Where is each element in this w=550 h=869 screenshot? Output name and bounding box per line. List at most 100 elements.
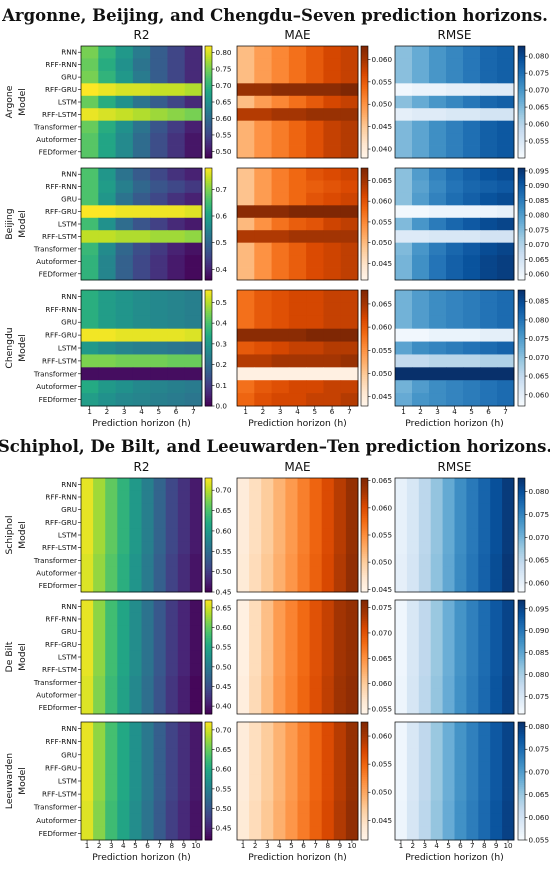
colorbar-step <box>205 632 212 635</box>
colorbar-step <box>205 303 212 306</box>
colorbar-step <box>361 402 368 405</box>
colorbar-tick-label: 0.055 <box>372 217 393 226</box>
heatmap-cell <box>333 761 347 775</box>
colorbar-step <box>361 769 368 772</box>
heatmap-cell <box>395 826 408 841</box>
colorbar-step <box>205 611 212 614</box>
colorbar-step <box>205 603 212 607</box>
colorbar-step <box>205 225 212 229</box>
heatmap-cell <box>132 302 151 317</box>
heatmap-cell <box>429 192 447 206</box>
heatmap-cell <box>454 554 467 568</box>
heatmap-cell <box>285 566 298 580</box>
heatmap-cell <box>478 663 491 677</box>
colorbar-step <box>361 199 368 203</box>
heatmap-cell <box>490 516 503 530</box>
heatmap-cell <box>429 341 447 355</box>
colorbar-tick-label: 0.55 <box>216 547 232 556</box>
heatmap-cell <box>132 192 151 206</box>
heatmap-cell <box>165 490 179 504</box>
x-tick-label: 4 <box>121 841 126 850</box>
heatmap-cell <box>345 478 359 492</box>
colorbar-step <box>361 107 368 110</box>
heatmap-cell <box>454 528 467 542</box>
colorbar-step <box>361 722 368 725</box>
colorbar-step <box>205 533 212 536</box>
heatmap-cell <box>184 70 203 84</box>
colorbar-step <box>361 74 368 77</box>
colorbar-step <box>205 182 212 186</box>
heatmap-cell <box>132 95 151 109</box>
heatmap-cell <box>430 688 443 702</box>
heatmap-cell <box>153 663 167 677</box>
heatmap-cell <box>446 367 464 381</box>
heatmap-cell <box>297 735 310 749</box>
colorbar-step <box>518 384 525 388</box>
heatmap-cell <box>430 600 443 614</box>
colorbar-step <box>518 666 525 669</box>
colorbar-step <box>518 135 525 138</box>
heatmap-cell <box>429 46 447 59</box>
heatmap-cell <box>273 638 286 652</box>
colorbar-step <box>518 733 525 737</box>
heatmap-cell <box>395 267 413 281</box>
heatmap-cell <box>480 95 498 109</box>
colorbar-step <box>205 822 212 825</box>
heatmap-cell <box>237 230 255 244</box>
colorbar-tick-label: 0.050 <box>372 100 393 109</box>
colorbar-step <box>205 278 212 281</box>
colorbar-step <box>205 105 212 109</box>
colorbar-tick-label: 0.060 <box>529 120 550 129</box>
heatmap-cell <box>430 516 443 530</box>
heatmap-cell <box>117 579 130 593</box>
x-tick-label: 7 <box>470 841 475 850</box>
colorbar-step <box>518 319 525 322</box>
colorbar-step <box>205 517 212 521</box>
x-tick-label: 6 <box>174 407 179 416</box>
heatmap-cell <box>463 58 481 72</box>
colorbar-step <box>361 788 368 792</box>
colorbar-frame <box>204 289 213 407</box>
heatmap-cell <box>463 255 481 268</box>
heatmap-cell <box>446 217 464 231</box>
heatmap-cell <box>167 168 186 181</box>
colorbar-step <box>518 59 525 62</box>
colorbar-step <box>518 184 525 188</box>
colorbar-step <box>361 741 368 745</box>
heatmap-cell <box>297 761 310 775</box>
heatmap-cell <box>153 735 167 749</box>
heatmap-cell <box>105 748 118 762</box>
heatmap-cell <box>333 516 347 530</box>
heatmap-cell <box>273 735 286 749</box>
heatmap-cell <box>333 688 347 702</box>
heatmap-cell <box>81 341 99 355</box>
heatmap-cell <box>502 625 515 639</box>
colorbar-step <box>361 205 368 208</box>
heatmap-cell <box>93 800 106 815</box>
heatmap-cell <box>237 83 255 97</box>
heatmap-cell <box>490 826 503 841</box>
heatmap-cell <box>395 168 413 181</box>
colorbar-tick-label: 0.60 <box>216 623 232 632</box>
heatmap-cell <box>502 735 515 749</box>
colorbar-step <box>518 806 525 810</box>
colorbar-step <box>205 638 212 641</box>
colorbar-step <box>361 666 368 669</box>
heatmap-cell <box>254 393 272 407</box>
heatmap-cell <box>454 701 467 715</box>
colorbar-step <box>361 334 368 337</box>
heatmap-cell <box>261 625 274 639</box>
colorbar-step <box>361 700 368 704</box>
y-tick-label: Transformer <box>33 244 77 253</box>
heatmap-cell <box>490 625 503 639</box>
heatmap-cell <box>446 70 464 84</box>
colorbar-step <box>518 227 525 231</box>
colorbar-tick-label: 0.090 <box>529 181 550 190</box>
heatmap-cell <box>81 205 99 219</box>
heatmap-cell <box>115 380 134 394</box>
colorbar-tick-label: 0.085 <box>529 297 550 306</box>
heatmap-cell <box>323 192 342 206</box>
